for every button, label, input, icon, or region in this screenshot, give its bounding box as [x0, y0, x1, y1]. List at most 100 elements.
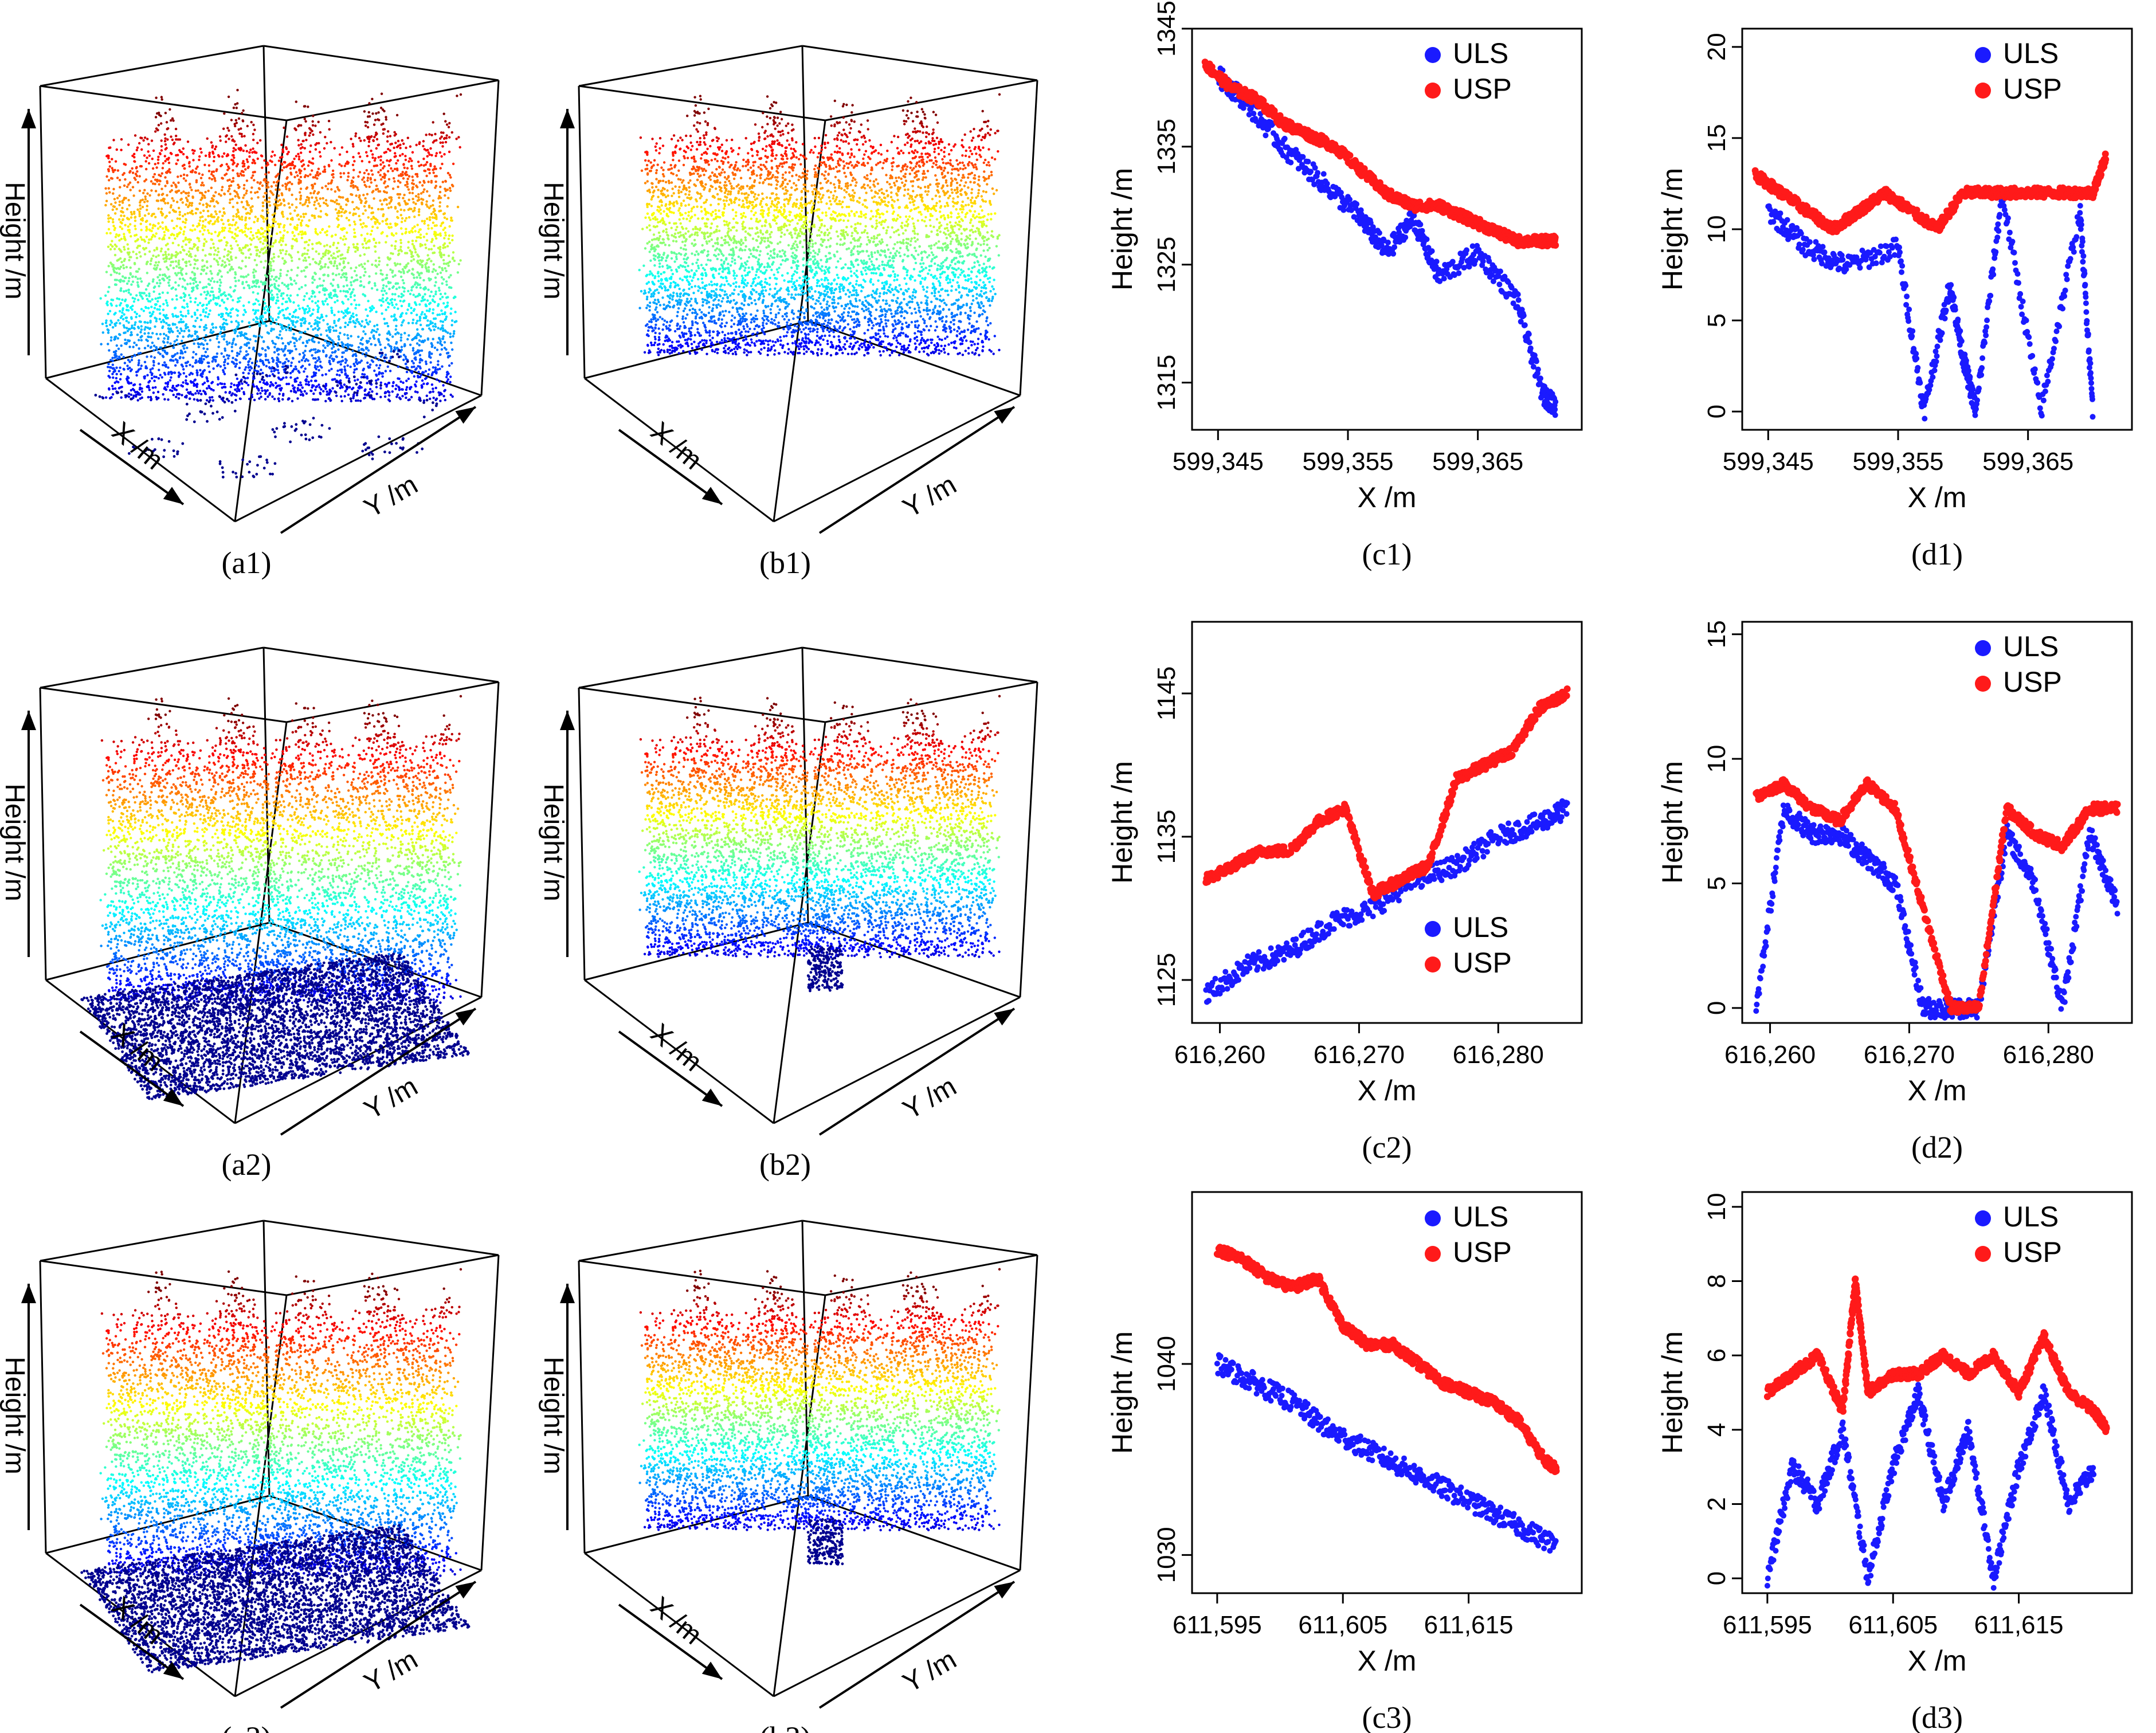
- cloud-point: [425, 363, 428, 365]
- cloud-point: [130, 235, 132, 237]
- cloud-point: [319, 284, 322, 287]
- cloud-point: [193, 338, 195, 340]
- cloud-point: [413, 209, 415, 211]
- cloud-point: [250, 121, 253, 123]
- cloud-point: [211, 287, 213, 289]
- cloud-point: [332, 343, 334, 346]
- cloud-point: [259, 241, 261, 243]
- cloud-point: [400, 276, 402, 278]
- cloud-point: [276, 233, 278, 235]
- cloud-point: [252, 147, 254, 150]
- cloud-point: [187, 195, 190, 197]
- cloud-point: [158, 368, 160, 371]
- cloud-point: [319, 197, 322, 199]
- cloud-point: [134, 354, 136, 356]
- cloud-point: [413, 258, 415, 261]
- cloud-point: [290, 327, 292, 329]
- cloud-point: [166, 128, 168, 130]
- cloud-point: [304, 331, 306, 333]
- cloud-point: [236, 378, 238, 380]
- cloud-point: [247, 384, 249, 386]
- cloud-point: [210, 141, 213, 143]
- cloud-point: [159, 268, 161, 270]
- cloud-point: [256, 254, 258, 256]
- cloud-point: [377, 328, 379, 330]
- cloud-point: [165, 322, 167, 324]
- cloud-point: [305, 383, 307, 385]
- cloud-point: [123, 326, 126, 328]
- cloud-point: [157, 159, 159, 161]
- cloud-point: [389, 334, 391, 336]
- cloud-point: [390, 350, 392, 352]
- cloud-point: [205, 155, 207, 157]
- cloud-point: [434, 347, 436, 349]
- cloud-point: [198, 159, 200, 161]
- cloud-point: [385, 285, 387, 287]
- cloud-point: [430, 291, 433, 293]
- cloud-point: [367, 216, 370, 218]
- cloud-point: [108, 160, 111, 163]
- cloud-point: [218, 231, 221, 233]
- cloud-point: [334, 350, 336, 352]
- cloud-point: [340, 371, 343, 373]
- cloud-point: [154, 356, 156, 359]
- cloud-point: [362, 213, 364, 215]
- cloud-point: [108, 349, 110, 351]
- cloud-point: [413, 225, 415, 228]
- cloud-point: [157, 162, 159, 164]
- cloud-point: [248, 151, 250, 154]
- cloud-point: [369, 186, 371, 188]
- cloud-point: [164, 373, 166, 375]
- cloud-point: [335, 234, 337, 236]
- cloud-point: [145, 178, 147, 181]
- cloud-point: [421, 311, 424, 313]
- cloud-point: [155, 190, 157, 192]
- cloud-point: [437, 197, 440, 199]
- cloud-point: [168, 284, 170, 287]
- cloud-point: [192, 159, 194, 161]
- cloud-point: [319, 151, 321, 153]
- cloud-point: [449, 174, 451, 176]
- cloud-point: [154, 386, 156, 389]
- cloud-point: [147, 143, 150, 146]
- cloud-point: [364, 271, 366, 273]
- cloud-point: [145, 168, 147, 170]
- cloud-point: [371, 207, 373, 209]
- cloud-point: [247, 228, 249, 230]
- cloud-point: [313, 183, 316, 185]
- cloud-point: [451, 348, 453, 351]
- cloud-point: [277, 194, 280, 197]
- cloud-point: [102, 331, 104, 334]
- cloud-point: [195, 190, 197, 192]
- cloud-point: [426, 299, 429, 301]
- cloud-point: [444, 232, 446, 234]
- cloud-point: [380, 155, 382, 158]
- cloud-point: [146, 193, 148, 195]
- cloud-point: [167, 366, 169, 368]
- cloud-point: [309, 132, 311, 134]
- cloud-point: [236, 107, 238, 109]
- cloud-point: [109, 146, 111, 148]
- cloud-point: [328, 225, 330, 228]
- cloud-point: [230, 315, 232, 317]
- cloud-point: [146, 205, 148, 207]
- cloud-point: [182, 240, 185, 242]
- cloud-point: [432, 325, 434, 327]
- cloud-point: [147, 321, 149, 324]
- cloud-point: [394, 293, 396, 295]
- cloud-point: [226, 127, 229, 129]
- cloud-point: [437, 363, 439, 366]
- cloud-point: [407, 160, 410, 163]
- cloud-point: [156, 282, 158, 284]
- cloud-point: [303, 168, 305, 170]
- cloud-point: [440, 142, 442, 144]
- cloud-point: [223, 364, 225, 366]
- cloud-point: [434, 326, 437, 328]
- cloud-point: [437, 342, 439, 344]
- cloud-point: [367, 177, 369, 179]
- cloud-point: [183, 344, 186, 346]
- cloud-point: [262, 236, 264, 238]
- cloud-point: [304, 284, 307, 287]
- cloud-point: [200, 393, 202, 395]
- cloud-point: [234, 195, 237, 197]
